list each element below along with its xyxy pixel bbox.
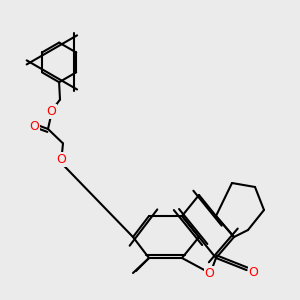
Text: O: O	[205, 267, 214, 280]
Text: O: O	[57, 153, 66, 167]
Text: O: O	[249, 266, 258, 279]
Text: O: O	[30, 119, 39, 133]
Text: O: O	[46, 105, 56, 118]
